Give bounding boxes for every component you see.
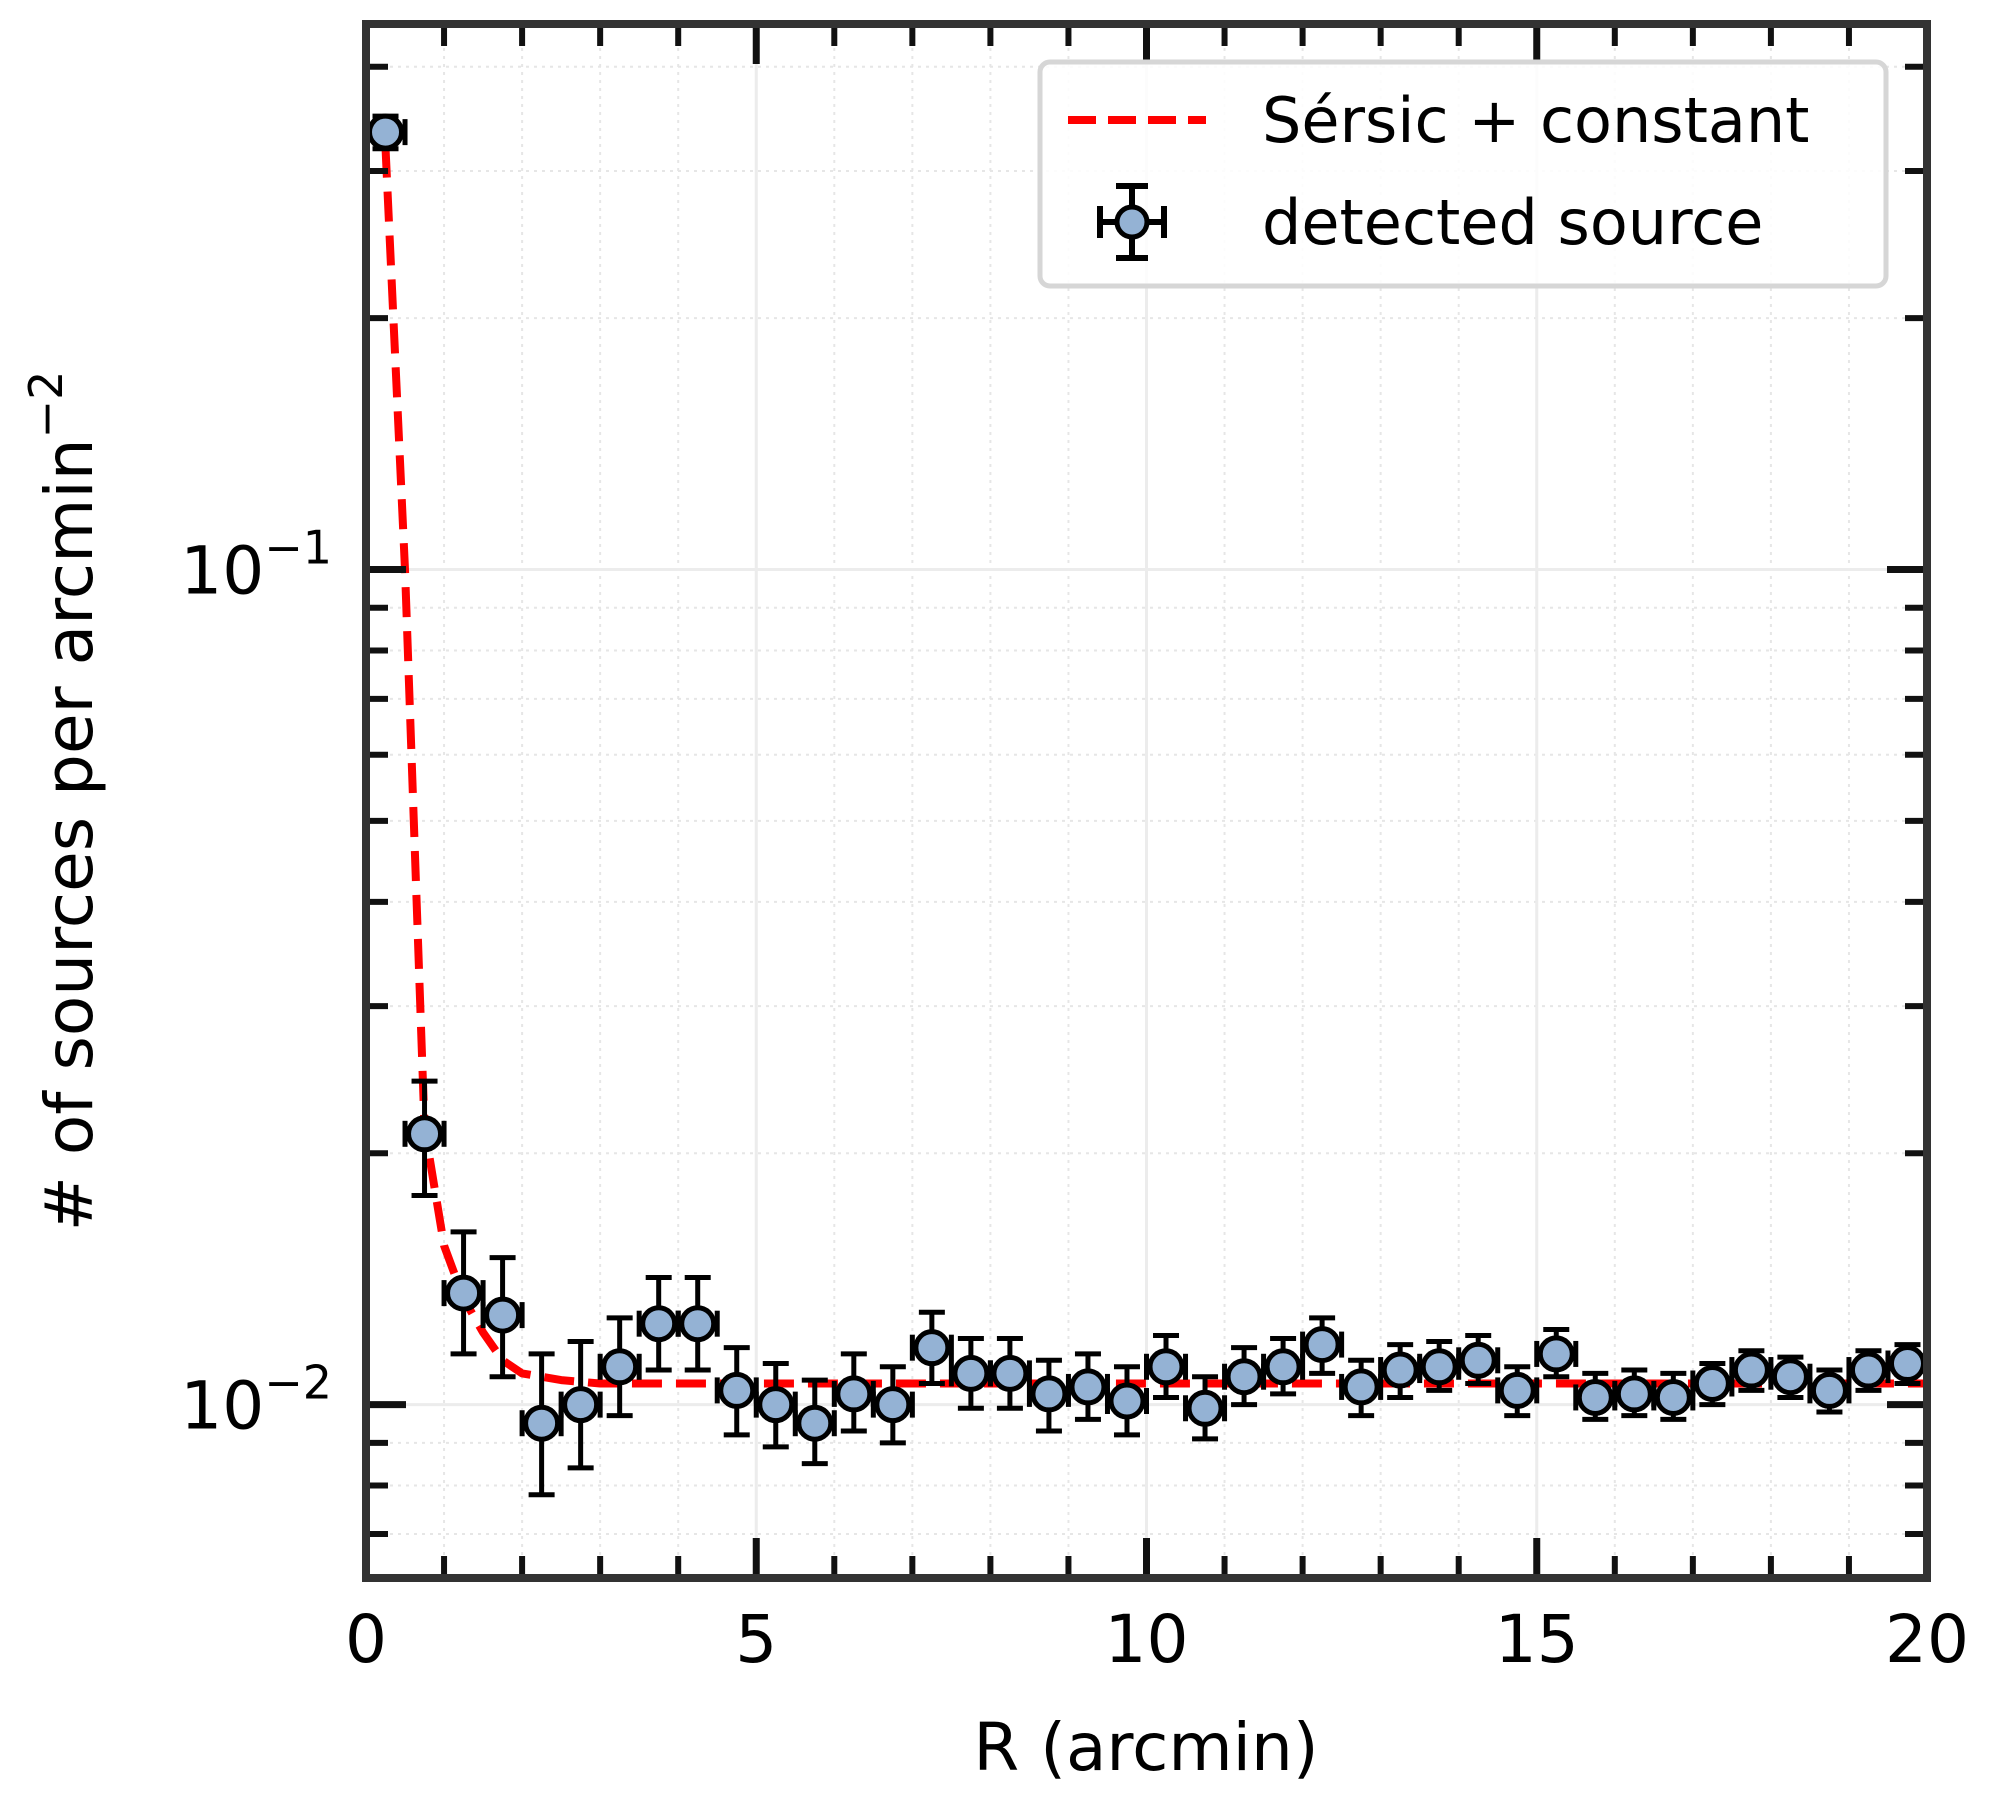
data-marker <box>445 1274 483 1312</box>
data-point <box>675 1274 720 1373</box>
data-marker <box>1069 1368 1107 1406</box>
axes-frame <box>362 20 1931 1582</box>
data-point <box>1768 1354 1813 1400</box>
data-marker <box>718 1371 756 1409</box>
data-marker <box>1459 1341 1497 1379</box>
data-point <box>480 1255 525 1380</box>
data-marker <box>367 113 405 151</box>
legend-detected-label: detected source <box>1262 186 1763 259</box>
data-marker <box>1420 1348 1458 1386</box>
data-point <box>597 1315 642 1419</box>
data-marker <box>1849 1351 1887 1389</box>
tick-labels: 0 5 10 15 20 10−1 10−2 <box>180 521 1969 1678</box>
data-point <box>1378 1342 1423 1400</box>
data-point <box>1729 1348 1774 1393</box>
data-marker <box>991 1354 1029 1392</box>
data-point <box>1807 1367 1852 1415</box>
data-point <box>1690 1361 1735 1408</box>
data-marker <box>1615 1375 1653 1413</box>
data-marker <box>1147 1348 1185 1386</box>
data-point <box>948 1335 993 1411</box>
data-point <box>1183 1374 1228 1442</box>
data-marker <box>1186 1389 1224 1427</box>
data-marker <box>1693 1364 1731 1402</box>
data-marker <box>1225 1358 1263 1396</box>
data-marker <box>952 1354 990 1392</box>
data-marker <box>1537 1335 1575 1373</box>
data-points-layer <box>363 113 1930 1498</box>
data-marker <box>1810 1371 1848 1409</box>
data-marker <box>1732 1351 1770 1389</box>
data-marker <box>1108 1382 1146 1420</box>
data-marker <box>835 1375 873 1413</box>
data-marker <box>1381 1351 1419 1389</box>
x-axis-title: R (arcmin) <box>973 1709 1318 1786</box>
data-marker <box>1654 1378 1692 1416</box>
x-tick-label: 0 <box>345 1601 387 1678</box>
data-marker <box>484 1296 522 1334</box>
data-marker <box>913 1329 951 1367</box>
data-point <box>441 1229 486 1357</box>
data-point <box>909 1309 954 1386</box>
data-point <box>1222 1345 1267 1408</box>
data-point <box>1456 1332 1501 1386</box>
data-point <box>714 1345 759 1438</box>
y-axis-title-main: # of sources per arcmin <box>31 438 108 1231</box>
y-tick-label: 10−1 <box>180 521 332 610</box>
data-marker <box>562 1386 600 1424</box>
data-point <box>831 1351 876 1434</box>
data-marker <box>601 1348 639 1386</box>
x-tick-label: 10 <box>1105 1601 1189 1678</box>
data-marker <box>1030 1375 1068 1413</box>
data-marker <box>1264 1348 1302 1386</box>
data-marker <box>679 1305 717 1343</box>
data-point <box>363 113 408 152</box>
data-marker <box>406 1115 444 1153</box>
legend-fit-label: Sérsic + constant <box>1262 84 1810 157</box>
data-point <box>1417 1339 1462 1393</box>
x-tick-label: 15 <box>1495 1601 1579 1678</box>
data-point <box>1104 1364 1149 1438</box>
data-point <box>1300 1315 1345 1376</box>
data-point <box>402 1078 447 1198</box>
data-marker <box>1888 1345 1926 1383</box>
data-point <box>792 1377 837 1467</box>
data-point <box>1144 1332 1189 1400</box>
data-point <box>1495 1364 1540 1419</box>
data-marker <box>796 1404 834 1442</box>
data-marker <box>1576 1378 1614 1416</box>
data-point <box>1651 1370 1696 1422</box>
data-point <box>519 1351 564 1498</box>
data-marker <box>1771 1358 1809 1396</box>
y-axis-title: # of sources per arcmin−2 <box>19 371 108 1232</box>
data-marker <box>640 1305 678 1343</box>
data-marker <box>874 1386 912 1424</box>
x-tick-label: 20 <box>1885 1601 1969 1678</box>
legend-box <box>1037 59 1889 289</box>
y-axis-title-exponent: −2 <box>19 371 73 439</box>
y-tick-label: 10−2 <box>180 1356 332 1445</box>
data-marker <box>757 1386 795 1424</box>
x-tick-label: 5 <box>735 1601 777 1678</box>
data-point <box>558 1339 603 1471</box>
legend: Sérsic + constant detected source <box>1037 59 1889 289</box>
data-marker <box>1498 1371 1536 1409</box>
data-marker <box>1342 1368 1380 1406</box>
data-marker <box>1303 1326 1341 1364</box>
data-point <box>987 1335 1032 1411</box>
data-point <box>870 1364 915 1446</box>
data-marker <box>523 1404 561 1442</box>
data-point <box>1534 1327 1579 1380</box>
legend-detected-swatch <box>1097 183 1167 261</box>
data-point <box>753 1361 798 1450</box>
data-point <box>1261 1335 1306 1397</box>
